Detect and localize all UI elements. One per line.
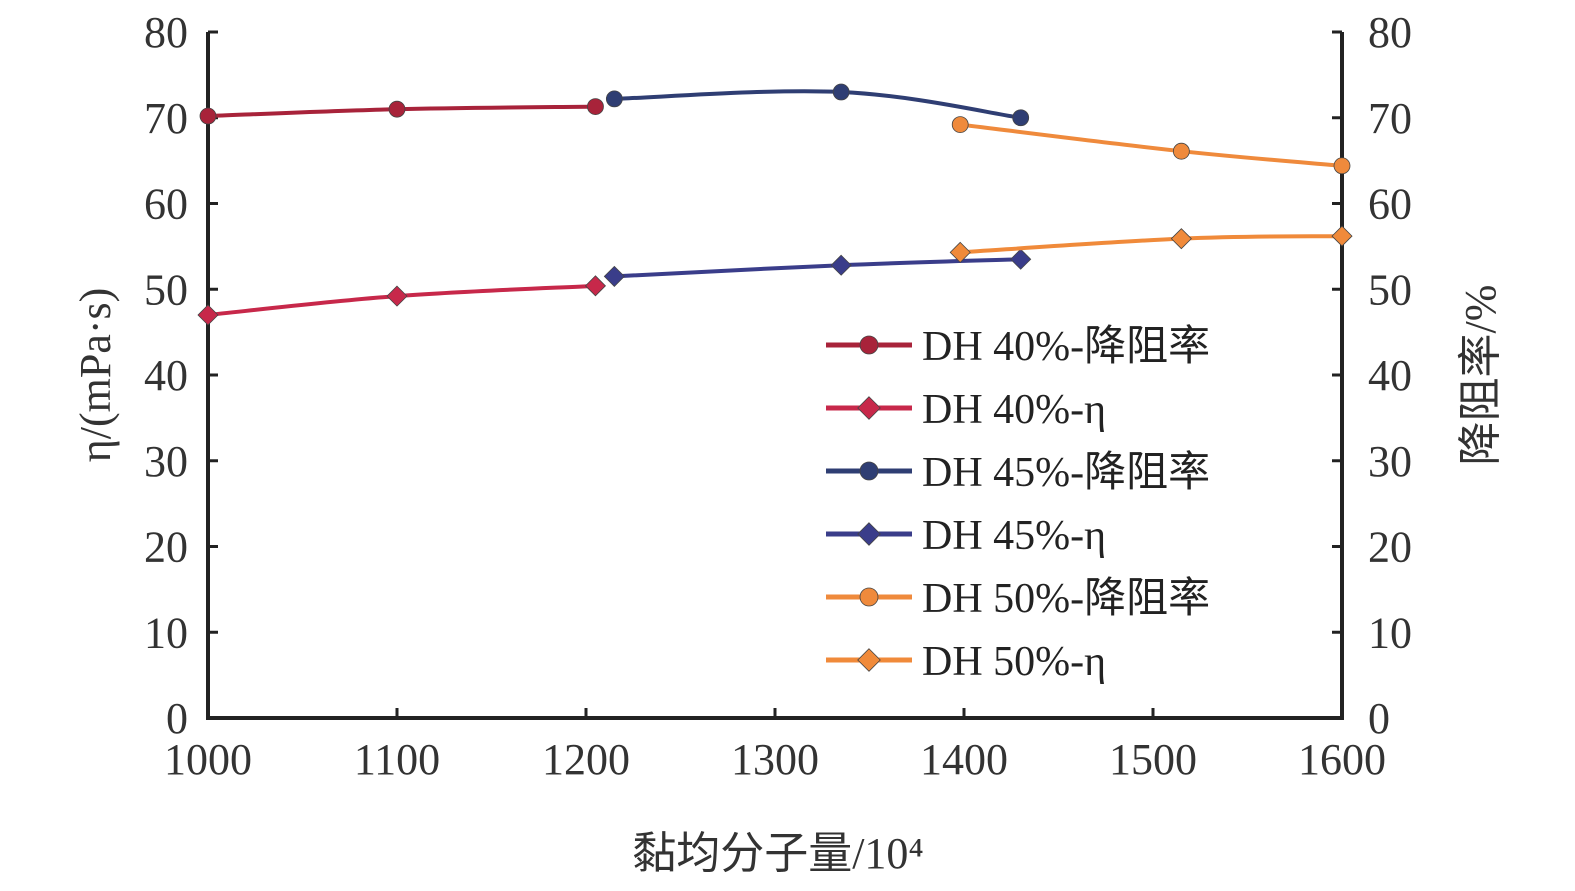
series-line [614,89,1021,120]
point-marker [197,304,219,326]
point-marker [951,116,969,134]
right-y-tick-label: 0 [1368,694,1390,743]
legend-item: DH 45%-降阻率 [826,449,1210,496]
series-2 [197,275,607,326]
point-marker [857,648,881,672]
left-y-tick-label: 40 [144,351,188,400]
x-tick-label: 1300 [731,735,819,784]
x-tick-label: 1500 [1109,735,1197,784]
x-axis-title: 黏均分子量/10⁴ [632,829,924,878]
point-marker [1172,142,1190,160]
point-marker [584,275,607,297]
point-marker [1012,109,1030,127]
legend-item: DH 40%-降阻率 [826,323,1210,370]
right-y-axis-title: 降阻率/% [1456,285,1505,466]
point-marker [832,83,850,101]
left-y-tick-label: 70 [144,94,188,143]
x-tick-label: 1000 [164,735,252,784]
left-y-tick-label: 60 [144,180,188,229]
legend-item: DH 40%-η [826,387,1106,433]
x-tick-label: 1600 [1298,735,1386,784]
point-marker [603,265,625,287]
point-marker [830,254,852,276]
point-marker [857,396,881,420]
point-marker [199,107,217,125]
legend-item: DH 50%-降阻率 [826,575,1210,622]
point-marker [859,461,879,481]
legend-label: DH 40%-η [922,387,1106,433]
left-y-tick-label: 80 [144,8,188,57]
point-marker [1010,248,1032,270]
x-tick-label: 1400 [920,735,1008,784]
legend-label: DH 40%-降阻率 [922,323,1210,370]
legend-label: DH 45%-降阻率 [922,449,1210,496]
x-tick-label: 1200 [542,735,630,784]
point-marker [605,90,623,108]
series-6 [949,225,1353,263]
legend-label: DH 50%-η [922,639,1106,685]
point-marker [1170,228,1192,250]
right-y-tick-label: 60 [1368,180,1412,229]
right-y-tick-label: 10 [1368,608,1412,657]
point-marker [388,100,406,118]
left-y-tick-label: 0 [166,694,188,743]
series-1 [199,98,604,125]
left-y-tick-label: 50 [144,265,188,314]
left-y-axis-title: η/(mPa·s) [71,288,120,463]
series-4 [603,248,1032,287]
point-marker [1333,157,1351,175]
point-marker [859,587,879,607]
legend-label: DH 45%-η [922,513,1106,559]
right-y-tick-label: 40 [1368,351,1412,400]
legend-item: DH 45%-η [826,513,1106,559]
series-lines [197,83,1353,326]
series-line [960,234,1343,255]
right-y-tick-label: 50 [1368,265,1412,314]
point-marker [587,98,604,116]
right-y-tick-label: 30 [1368,437,1412,486]
left-y-tick-label: 20 [144,523,188,572]
right-y-tick-label: 80 [1368,8,1412,57]
left-y-tick-label: 10 [144,608,188,657]
legend: DH 40%-降阻率 DH 40%-η DH 45%-降阻率 DH 45%-η DH 5… [826,323,1210,685]
series-3 [605,83,1030,127]
x-tick-label: 1100 [354,735,440,784]
right-y-tick-label: 20 [1368,523,1412,572]
legend-item: DH 50%-η [826,639,1106,685]
series-line [959,122,1343,168]
legend-label: DH 50%-降阻率 [922,575,1210,622]
point-marker [859,335,879,355]
left-y-tick-label: 30 [144,437,188,486]
point-marker [386,285,408,307]
point-marker [949,241,971,263]
series-5 [951,116,1351,175]
right-y-tick-label: 70 [1368,94,1412,143]
point-marker [857,522,881,546]
point-marker [1331,225,1353,247]
